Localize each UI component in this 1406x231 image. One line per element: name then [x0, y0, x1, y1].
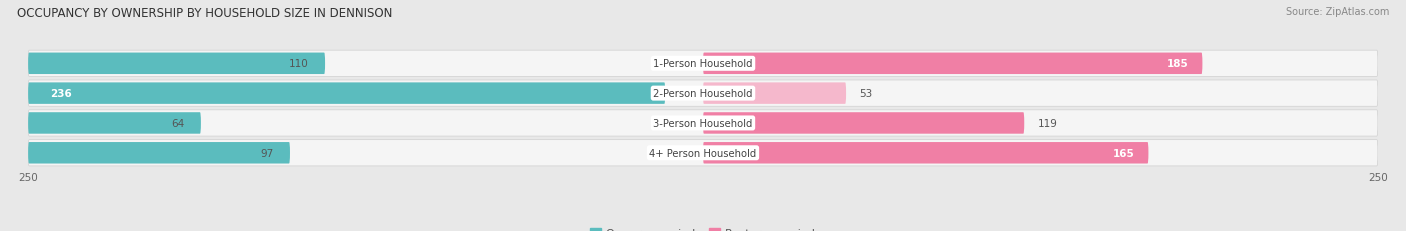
Text: Source: ZipAtlas.com: Source: ZipAtlas.com: [1285, 7, 1389, 17]
FancyBboxPatch shape: [28, 53, 325, 75]
Text: 53: 53: [859, 89, 873, 99]
Legend: Owner-occupied, Renter-occupied: Owner-occupied, Renter-occupied: [586, 224, 820, 231]
Text: 4+ Person Household: 4+ Person Household: [650, 148, 756, 158]
Text: 3-Person Household: 3-Person Household: [654, 119, 752, 128]
Text: 1-Person Household: 1-Person Household: [654, 59, 752, 69]
FancyBboxPatch shape: [28, 51, 1378, 77]
Text: 64: 64: [172, 119, 184, 128]
Text: 165: 165: [1114, 148, 1135, 158]
Text: 110: 110: [290, 59, 309, 69]
FancyBboxPatch shape: [28, 83, 665, 104]
FancyBboxPatch shape: [28, 81, 1378, 107]
FancyBboxPatch shape: [703, 83, 846, 104]
Text: 119: 119: [1038, 119, 1057, 128]
FancyBboxPatch shape: [28, 110, 1378, 137]
FancyBboxPatch shape: [28, 143, 290, 164]
FancyBboxPatch shape: [703, 53, 1202, 75]
FancyBboxPatch shape: [28, 113, 201, 134]
FancyBboxPatch shape: [703, 113, 1024, 134]
Text: 185: 185: [1167, 59, 1189, 69]
FancyBboxPatch shape: [703, 143, 1149, 164]
Text: 236: 236: [49, 89, 72, 99]
FancyBboxPatch shape: [28, 140, 1378, 166]
Text: OCCUPANCY BY OWNERSHIP BY HOUSEHOLD SIZE IN DENNISON: OCCUPANCY BY OWNERSHIP BY HOUSEHOLD SIZE…: [17, 7, 392, 20]
Text: 97: 97: [260, 148, 274, 158]
Text: 2-Person Household: 2-Person Household: [654, 89, 752, 99]
